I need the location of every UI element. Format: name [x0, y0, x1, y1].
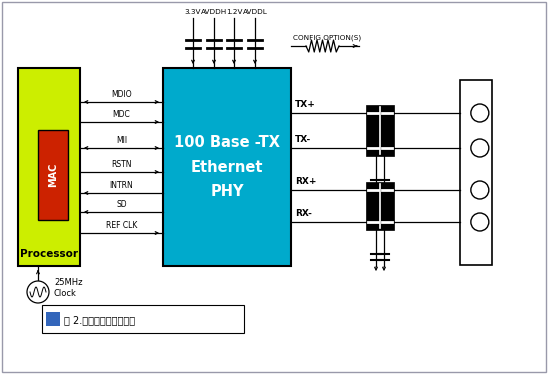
Bar	[366, 182, 394, 230]
Text: 电子发烧友: 电子发烧友	[415, 327, 445, 337]
Text: RX+: RX+	[295, 177, 317, 186]
Bar	[18, 68, 80, 266]
Circle shape	[471, 139, 489, 157]
Circle shape	[471, 181, 489, 199]
Circle shape	[471, 213, 489, 231]
Text: 图 2.标准以太网物料清单: 图 2.标准以太网物料清单	[64, 315, 135, 325]
Text: RX-: RX-	[295, 209, 312, 218]
Bar	[460, 80, 492, 265]
Bar	[38, 130, 68, 220]
Text: MII: MII	[116, 136, 127, 145]
Text: RSTN: RSTN	[111, 160, 132, 169]
Text: TX+: TX+	[295, 100, 316, 109]
Text: SD: SD	[116, 200, 127, 209]
Text: REF CLK: REF CLK	[106, 221, 137, 230]
Text: CONFIG OPTION(S): CONFIG OPTION(S)	[293, 34, 361, 41]
Bar	[366, 105, 394, 156]
Circle shape	[471, 104, 489, 122]
Text: AVDDH: AVDDH	[201, 9, 227, 15]
Text: 25MHz
Clock: 25MHz Clock	[54, 278, 82, 298]
Text: 1.2V: 1.2V	[226, 9, 242, 15]
Text: MAC: MAC	[48, 163, 58, 187]
Text: AVDDL: AVDDL	[243, 9, 267, 15]
Text: 100 Base -TX
Ethernet
PHY: 100 Base -TX Ethernet PHY	[174, 135, 280, 199]
Text: TX-: TX-	[295, 135, 311, 144]
Circle shape	[27, 281, 49, 303]
Bar	[46, 312, 60, 326]
Text: www.elecfans.com: www.elecfans.com	[419, 340, 491, 349]
Text: MDC: MDC	[113, 110, 130, 119]
Text: INTRN: INTRN	[110, 181, 133, 190]
Bar	[163, 68, 291, 266]
Text: Processor: Processor	[20, 249, 78, 259]
Text: MDIO: MDIO	[111, 90, 132, 99]
Text: 3.3V: 3.3V	[185, 9, 201, 15]
Bar	[42, 305, 244, 333]
